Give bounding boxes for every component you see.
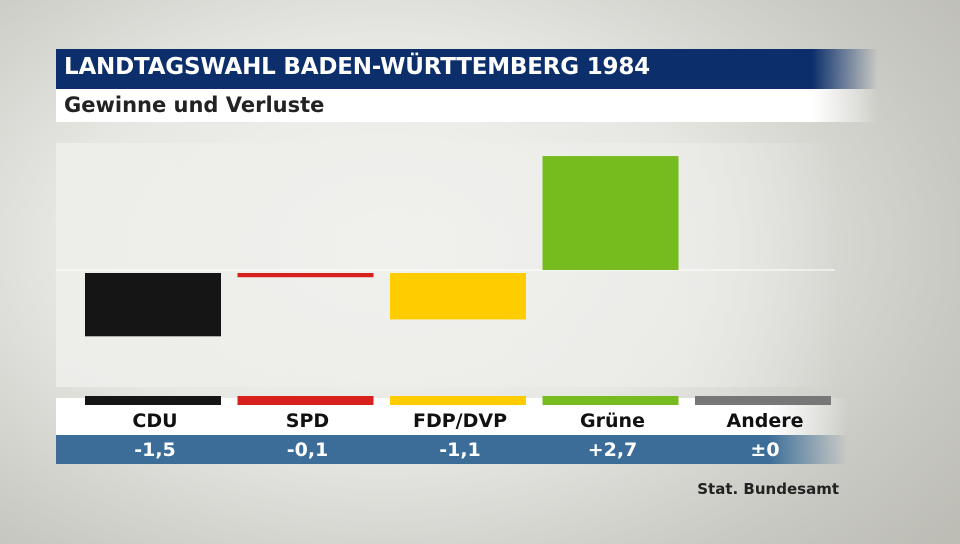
value-label-andere: ±0 bbox=[750, 439, 780, 461]
color-key-cdu bbox=[85, 396, 221, 405]
bars-group bbox=[85, 156, 679, 337]
value-label-fdp-dvp: -1,1 bbox=[439, 439, 481, 461]
bar-gr-ne bbox=[542, 156, 679, 270]
bar-cdu bbox=[85, 273, 221, 337]
color-keys-group bbox=[85, 396, 831, 405]
value-label-spd: -0,1 bbox=[286, 439, 329, 461]
value-label-gr-ne: +2,7 bbox=[587, 439, 638, 461]
color-key-andere bbox=[695, 396, 831, 405]
subtitle-bar bbox=[56, 89, 878, 122]
chart-title: LANDTAGSWAHL BADEN-WÜRTTEMBERG 1984 bbox=[64, 54, 650, 80]
bar-spd bbox=[237, 273, 374, 278]
value-label-cdu: -1,5 bbox=[134, 439, 176, 461]
category-label-fdp-dvp: FDP/DVP bbox=[412, 410, 508, 432]
color-key-spd bbox=[237, 396, 374, 405]
value-label-band bbox=[56, 435, 848, 464]
category-label-andere: Andere bbox=[726, 410, 804, 432]
plot-area bbox=[56, 143, 838, 387]
category-label-cdu: CDU bbox=[132, 410, 178, 432]
category-label-spd: SPD bbox=[285, 410, 330, 432]
source-note: Stat. Bundesamt bbox=[697, 480, 839, 498]
category-label-gr-ne: Grüne bbox=[580, 410, 645, 432]
color-key-gr-ne bbox=[542, 396, 679, 405]
title-bar bbox=[56, 49, 878, 89]
bar-fdp-dvp bbox=[390, 273, 526, 320]
chart-subtitle: Gewinne und Verluste bbox=[64, 93, 325, 117]
color-key-fdp-dvp bbox=[390, 396, 526, 405]
